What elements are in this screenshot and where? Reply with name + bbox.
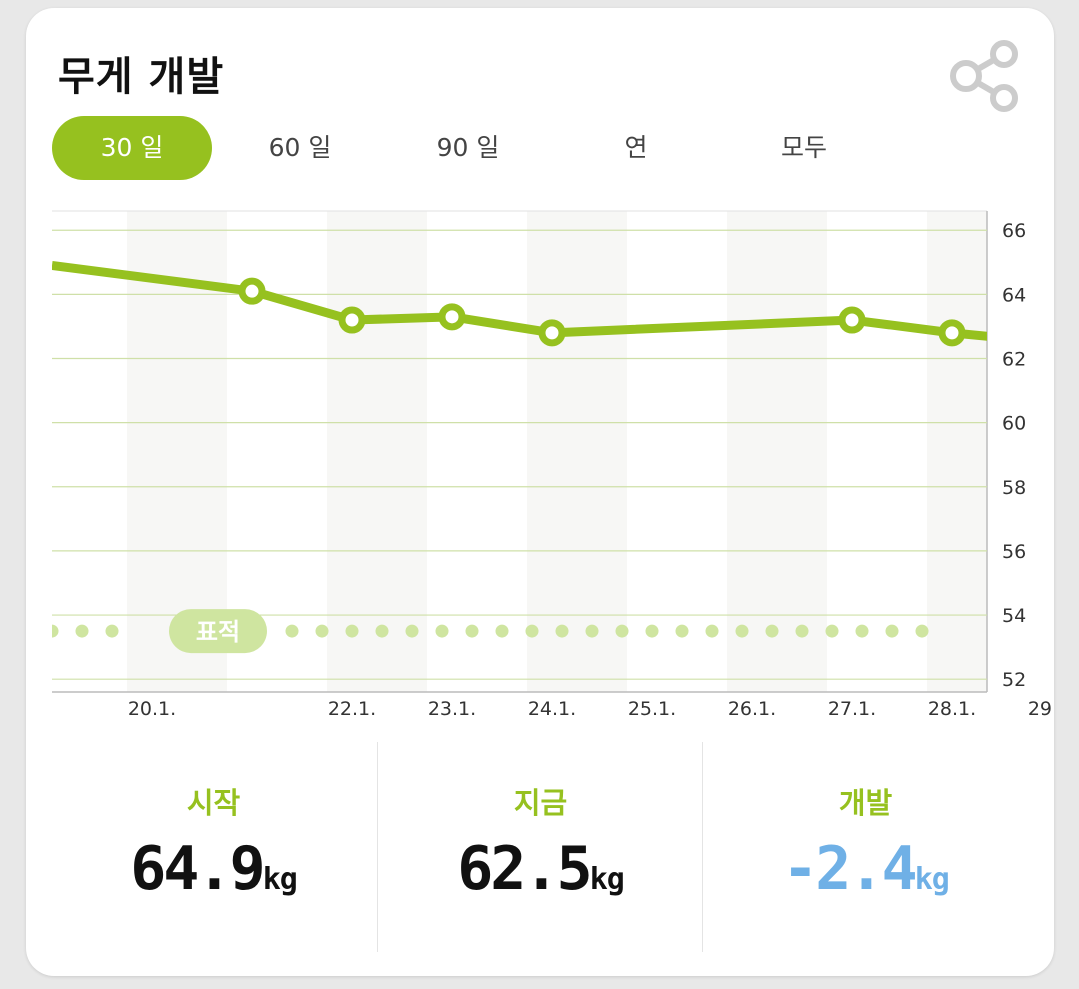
stat-change-value: -2.4kg (782, 834, 950, 904)
weight-line (52, 261, 987, 341)
x-tick-label: 26.1. (728, 698, 776, 720)
weight-point (338, 306, 366, 334)
weight-point (438, 303, 466, 331)
target-dot (735, 624, 749, 638)
tab-all[interactable]: 모두 (780, 133, 827, 162)
stats-row: 시작 64.9kg 지금 62.5kg 개발 -2.4kg (26, 742, 1054, 952)
target-dot (825, 624, 839, 638)
stat-current: 지금 62.5kg (378, 742, 703, 952)
target-dot (465, 624, 479, 638)
tab-90-days[interactable]: 90 일 (436, 133, 500, 162)
stat-change-label: 개발 (838, 786, 893, 820)
target-dot (315, 624, 329, 638)
target-dot (52, 624, 59, 638)
x-tick-label: 27.1. (828, 698, 876, 720)
target-dot (645, 624, 659, 638)
target-dot (765, 624, 779, 638)
y-tick-label: 54 (1002, 605, 1026, 627)
chart-column-band (927, 211, 987, 692)
stat-change: 개발 -2.4kg (703, 742, 1028, 952)
y-tick-label: 60 (1002, 413, 1026, 435)
chart-column-band (327, 211, 427, 692)
target-dot (75, 624, 89, 638)
target-dot (105, 624, 119, 638)
x-tick-label: 29.1. (1028, 698, 1052, 720)
target-dot (375, 624, 389, 638)
tab-30-days[interactable]: 30 일 (52, 116, 212, 180)
target-dot (855, 624, 869, 638)
y-tick-label: 56 (1002, 541, 1026, 563)
target-dot (885, 624, 899, 638)
stat-current-label: 지금 (513, 786, 568, 820)
y-tick-label: 58 (1002, 477, 1026, 499)
y-tick-label: 66 (1002, 220, 1026, 242)
target-dot (495, 624, 509, 638)
stat-start-value: 64.9kg (130, 834, 298, 904)
x-tick-label: 20.1. (128, 698, 176, 720)
period-tabs: 30 일 60 일 90 일 연 모두 (52, 116, 912, 180)
weight-point (938, 319, 966, 347)
chart-column-band (727, 211, 827, 692)
x-tick-label: 28.1. (928, 698, 976, 720)
weight-chart: 66 64 62 60 58 56 54 52 20.1. 22.1. 23.1. 24.1. 25.1… (52, 210, 1052, 720)
target-dot (795, 624, 809, 638)
share-icon (950, 40, 1018, 112)
y-tick-label: 62 (1002, 349, 1026, 371)
target-dot (525, 624, 539, 638)
target-dot (285, 624, 299, 638)
target-dot (615, 624, 629, 638)
x-tick-label: 22.1. (328, 698, 376, 720)
weight-point (238, 277, 266, 305)
y-tick-label: 64 (1002, 284, 1026, 306)
card-title: 무게 개발 (58, 54, 225, 100)
weight-point (838, 306, 866, 334)
target-dot (405, 624, 419, 638)
stat-start: 시작 64.9kg (51, 742, 376, 952)
stat-start-label: 시작 (186, 786, 241, 820)
y-tick-label: 52 (1002, 669, 1026, 691)
target-dot (345, 624, 359, 638)
tab-60-days[interactable]: 60 일 (268, 133, 332, 162)
x-tick-label: 23.1. (428, 698, 476, 720)
chart-column-band (527, 211, 627, 692)
stat-divider (377, 742, 378, 952)
weight-series (52, 261, 1052, 352)
target-dot (435, 624, 449, 638)
target-label: 표적 (196, 618, 240, 646)
weight-point (1042, 332, 1052, 352)
target-dot (585, 624, 599, 638)
target-dot (705, 624, 719, 638)
share-button[interactable] (948, 36, 1024, 116)
stat-current-value: 62.5kg (457, 834, 625, 904)
target-dot (555, 624, 569, 638)
tab-year[interactable]: 연 (624, 133, 648, 162)
x-tick-label: 24.1. (528, 698, 576, 720)
x-tick-label: 25.1. (628, 698, 676, 720)
weight-point (538, 319, 566, 347)
stat-divider (702, 742, 703, 952)
weight-progress-card: 무게 개발 30 일 60 일 90 일 연 모두 66 64 62 60 58 56 54… (26, 8, 1054, 976)
target-dot (675, 624, 689, 638)
target-badge (169, 609, 267, 654)
target-dot (915, 624, 929, 638)
